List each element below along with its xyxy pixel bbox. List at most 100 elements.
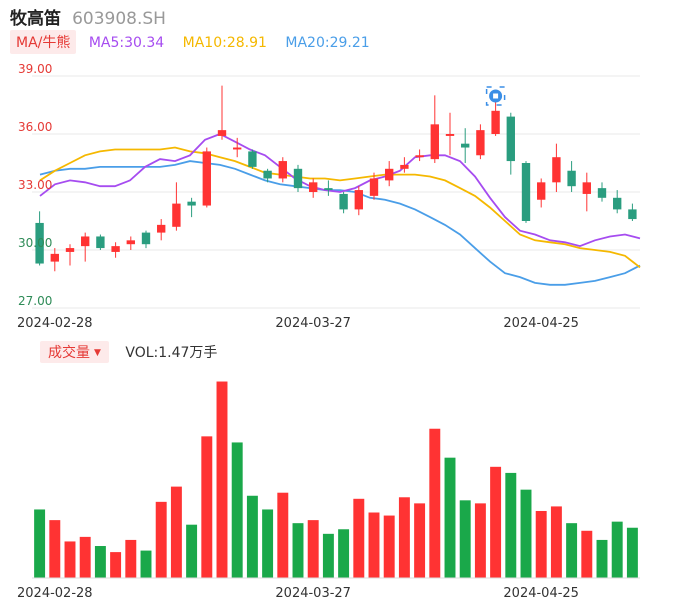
y-tick-label: 39.00 [18, 62, 52, 76]
caret-down-icon: ▼ [94, 348, 101, 358]
marker-glyph [493, 93, 499, 99]
volume-bar [125, 539, 137, 578]
candle-body [521, 163, 531, 221]
marker-frame [485, 86, 506, 106]
candle-body [506, 116, 515, 162]
candle-body [582, 182, 591, 194]
candle-body [96, 236, 105, 249]
volume-bar [262, 509, 274, 578]
volume-bar [383, 515, 395, 578]
date-axis-top: 2024-02-28 2024-03-27 2024-04-25 [17, 316, 579, 331]
candle-body [233, 147, 242, 150]
candles [35, 85, 637, 272]
volume-bar [49, 520, 61, 578]
y-tick-label: 30.00 [18, 236, 52, 250]
volume-bar [414, 503, 426, 578]
volume-bar [596, 539, 608, 578]
x-tick-label: 2024-02-28 [17, 586, 93, 601]
candle-body [628, 209, 637, 220]
candle-body [491, 110, 500, 134]
volume-bar [155, 501, 167, 578]
ma5-label: MA5:30.34 [88, 35, 165, 51]
volume-bar [353, 498, 365, 578]
volume-bar [79, 536, 91, 578]
volume-bar [429, 428, 441, 578]
ma-legend: MA/牛熊 MA5:30.34 MA10:28.91 MA20:29.21 [10, 30, 384, 54]
volume-legend: 成交量 ▼ VOL:1.47万手 [40, 341, 217, 363]
volume-bar [292, 523, 304, 578]
volume-bar [277, 492, 289, 578]
candle-body [537, 182, 546, 200]
volume-bar [535, 510, 547, 578]
volume-bar [246, 495, 258, 578]
date-axis-bottom: 2024-02-28 2024-03-27 2024-04-25 [17, 586, 579, 601]
volume-bar [110, 552, 122, 578]
volume-bar [505, 472, 517, 578]
volume-indicator-label: 成交量 [48, 345, 90, 361]
volume-bar [368, 512, 380, 578]
ma20-label: MA20:29.21 [285, 35, 370, 51]
ma20-line [39, 160, 641, 286]
candle-body [202, 151, 211, 206]
volume-bar [338, 529, 350, 578]
candle-body [65, 248, 75, 252]
stock-title: 牧高笛 603908.SH [10, 4, 166, 29]
volume-bar [34, 509, 46, 578]
x-tick-label: 2024-03-27 [275, 586, 351, 601]
candle-body [309, 182, 318, 192]
candle-body [415, 155, 424, 158]
volume-bar [474, 503, 486, 578]
candle-body [324, 188, 333, 191]
volume-bar [398, 497, 410, 578]
x-tick-label: 2024-03-27 [275, 316, 351, 331]
candle-body [50, 253, 59, 262]
candle-body [354, 190, 363, 210]
volume-value: VOL:1.47万手 [125, 345, 218, 361]
y-tick-label: 36.00 [18, 120, 52, 134]
candle-body [35, 222, 44, 264]
candle-body [552, 157, 561, 183]
stock-code: 603908.SH [72, 9, 166, 29]
candle-body [81, 236, 90, 247]
candle-body [461, 143, 470, 148]
volume-bar [444, 457, 456, 578]
candle-body [126, 240, 135, 245]
volume-bar [64, 541, 76, 578]
ma10-label: MA10:28.91 [182, 35, 267, 51]
volume-bar [216, 381, 228, 578]
volume-bar [611, 521, 623, 578]
candle-body [157, 224, 166, 233]
volume-bar [231, 442, 243, 578]
candle-body [141, 232, 151, 245]
ma10-line [39, 146, 641, 269]
y-tick-label: 33.00 [18, 178, 52, 192]
volume-bar [201, 436, 213, 578]
ma-lines [39, 133, 641, 286]
price-axis: 39.00 36.00 33.00 30.00 27.00 [18, 62, 52, 308]
volume-bar [140, 550, 152, 578]
volume-bars [32, 381, 640, 579]
x-tick-label: 2024-04-25 [503, 316, 579, 331]
latest-marker-icon [485, 86, 506, 106]
candle-body [248, 151, 257, 167]
candle-body [597, 188, 607, 198]
ma-mode-button[interactable]: MA/牛熊 [10, 30, 77, 54]
candle-body [172, 203, 181, 227]
volume-bar [307, 520, 319, 578]
ma5-line [39, 133, 641, 248]
stock-name: 牧高笛 [10, 9, 61, 29]
candle-body [476, 130, 485, 156]
volume-bar [186, 524, 198, 578]
volume-bar [550, 506, 562, 578]
volume-bar [566, 523, 578, 578]
candle-body [339, 193, 348, 210]
candle-body [567, 170, 576, 187]
candle-body [430, 124, 439, 160]
candle-body [369, 178, 379, 196]
volume-indicator-dropdown[interactable]: 成交量 ▼ [40, 341, 109, 363]
volume-bar [520, 489, 532, 578]
candle-body [111, 246, 120, 252]
candle-body [217, 130, 227, 136]
candle-body [263, 170, 272, 179]
